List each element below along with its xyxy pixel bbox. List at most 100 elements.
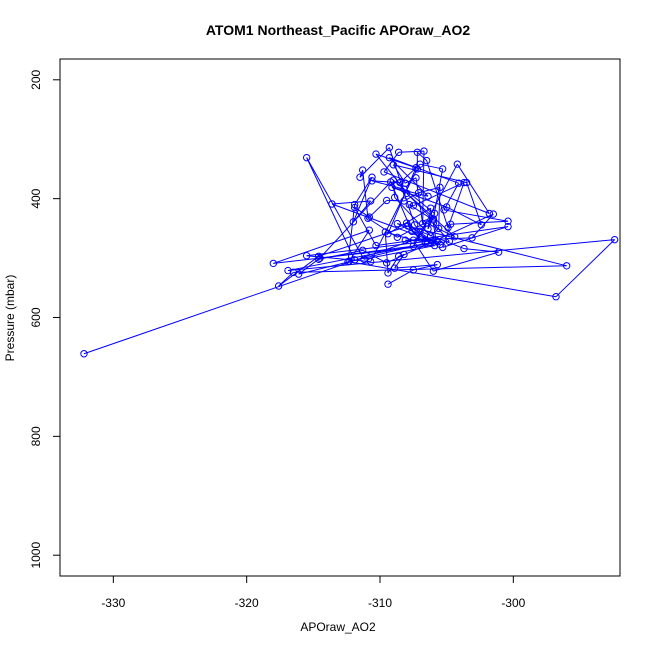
data-point [409, 202, 418, 210]
x-tick-label: -320 [235, 596, 259, 610]
data-point [372, 241, 380, 250]
data-point [421, 239, 430, 247]
data-point [440, 206, 448, 214]
series-layer [80, 143, 619, 358]
data-point [365, 213, 374, 221]
data-point [445, 237, 454, 246]
data-point [294, 270, 303, 278]
data-point [328, 200, 336, 208]
series-segment [371, 180, 405, 190]
data-point [385, 143, 394, 152]
data-point [302, 153, 311, 162]
series-segment [287, 239, 615, 272]
data-point [366, 257, 375, 266]
data-point [349, 218, 358, 226]
series-segment [389, 157, 459, 184]
data-point [424, 192, 432, 200]
series-segment [388, 157, 429, 197]
y-tick-label: 1000 [29, 542, 43, 569]
series-segment [352, 177, 373, 223]
chart-title: ATOM1 Northeast_Pacific APOraw_AO2 [206, 22, 470, 38]
series-segment [383, 171, 490, 214]
data-point [393, 233, 402, 241]
data-point [610, 235, 619, 244]
data-point [450, 232, 459, 241]
series-segment [412, 163, 458, 247]
data-point [389, 161, 398, 169]
data-point [358, 246, 367, 255]
data-point [426, 204, 435, 212]
data-point [388, 183, 396, 192]
series-segment [398, 150, 425, 153]
data-point [408, 227, 416, 236]
data-point [350, 256, 359, 264]
series-segment [419, 163, 443, 170]
data-point [389, 176, 398, 184]
data-point [410, 221, 419, 229]
series-segment [375, 226, 509, 247]
data-point [552, 293, 560, 301]
data-point [454, 179, 463, 187]
data-point [429, 215, 438, 223]
data-point [368, 177, 376, 185]
data-point [390, 264, 399, 272]
data-point [428, 237, 436, 245]
y-tick-label: 600 [29, 307, 43, 327]
data-point [284, 266, 292, 275]
y-axis: 200 400 600 800 1000 [29, 69, 61, 569]
series-segment [298, 242, 426, 275]
data-point [414, 189, 423, 197]
series-segment [293, 265, 567, 273]
data-point [400, 197, 408, 205]
data-point [384, 280, 392, 288]
data-point [314, 255, 323, 263]
series-segment [368, 200, 388, 218]
data-point [400, 185, 408, 193]
series-segment [387, 269, 414, 285]
series-segment [417, 151, 427, 161]
data-point [426, 232, 435, 240]
data-point [372, 150, 380, 158]
data-point [80, 350, 88, 358]
data-point [302, 251, 311, 260]
data-point [314, 252, 323, 260]
x-tick-label: -310 [368, 596, 392, 610]
data-point [430, 209, 439, 218]
data-point [422, 156, 431, 165]
data-point [438, 165, 447, 173]
data-point [418, 219, 427, 228]
x-tick-label: -300 [501, 596, 525, 610]
series-segment [319, 240, 450, 259]
x-axis: -330 -320 -310 -300 [101, 575, 526, 610]
y-tick-label: 800 [29, 426, 43, 446]
data-point [360, 255, 368, 263]
data-point [489, 210, 498, 218]
data-point [412, 174, 420, 182]
data-point [364, 214, 372, 222]
data-point [504, 217, 512, 225]
series-segment [443, 209, 509, 222]
series-segment [555, 239, 616, 298]
data-point [385, 153, 394, 162]
data-point [401, 236, 410, 244]
data-point [424, 225, 432, 233]
data-point [432, 236, 440, 244]
data-point [446, 220, 455, 228]
data-point [485, 209, 494, 218]
series-segment [463, 248, 499, 253]
data-point [365, 226, 374, 234]
data-point [416, 160, 424, 168]
series-segment [273, 243, 441, 264]
data-point [393, 219, 402, 228]
series-segment [306, 157, 365, 260]
series-segment [433, 251, 499, 272]
series-segment [375, 153, 405, 190]
data-point [381, 228, 390, 236]
data-point [409, 236, 418, 244]
data-point [384, 269, 392, 277]
y-tick-label: 200 [29, 69, 43, 89]
data-point [350, 200, 359, 209]
data-point [366, 197, 375, 205]
data-point [562, 262, 571, 270]
